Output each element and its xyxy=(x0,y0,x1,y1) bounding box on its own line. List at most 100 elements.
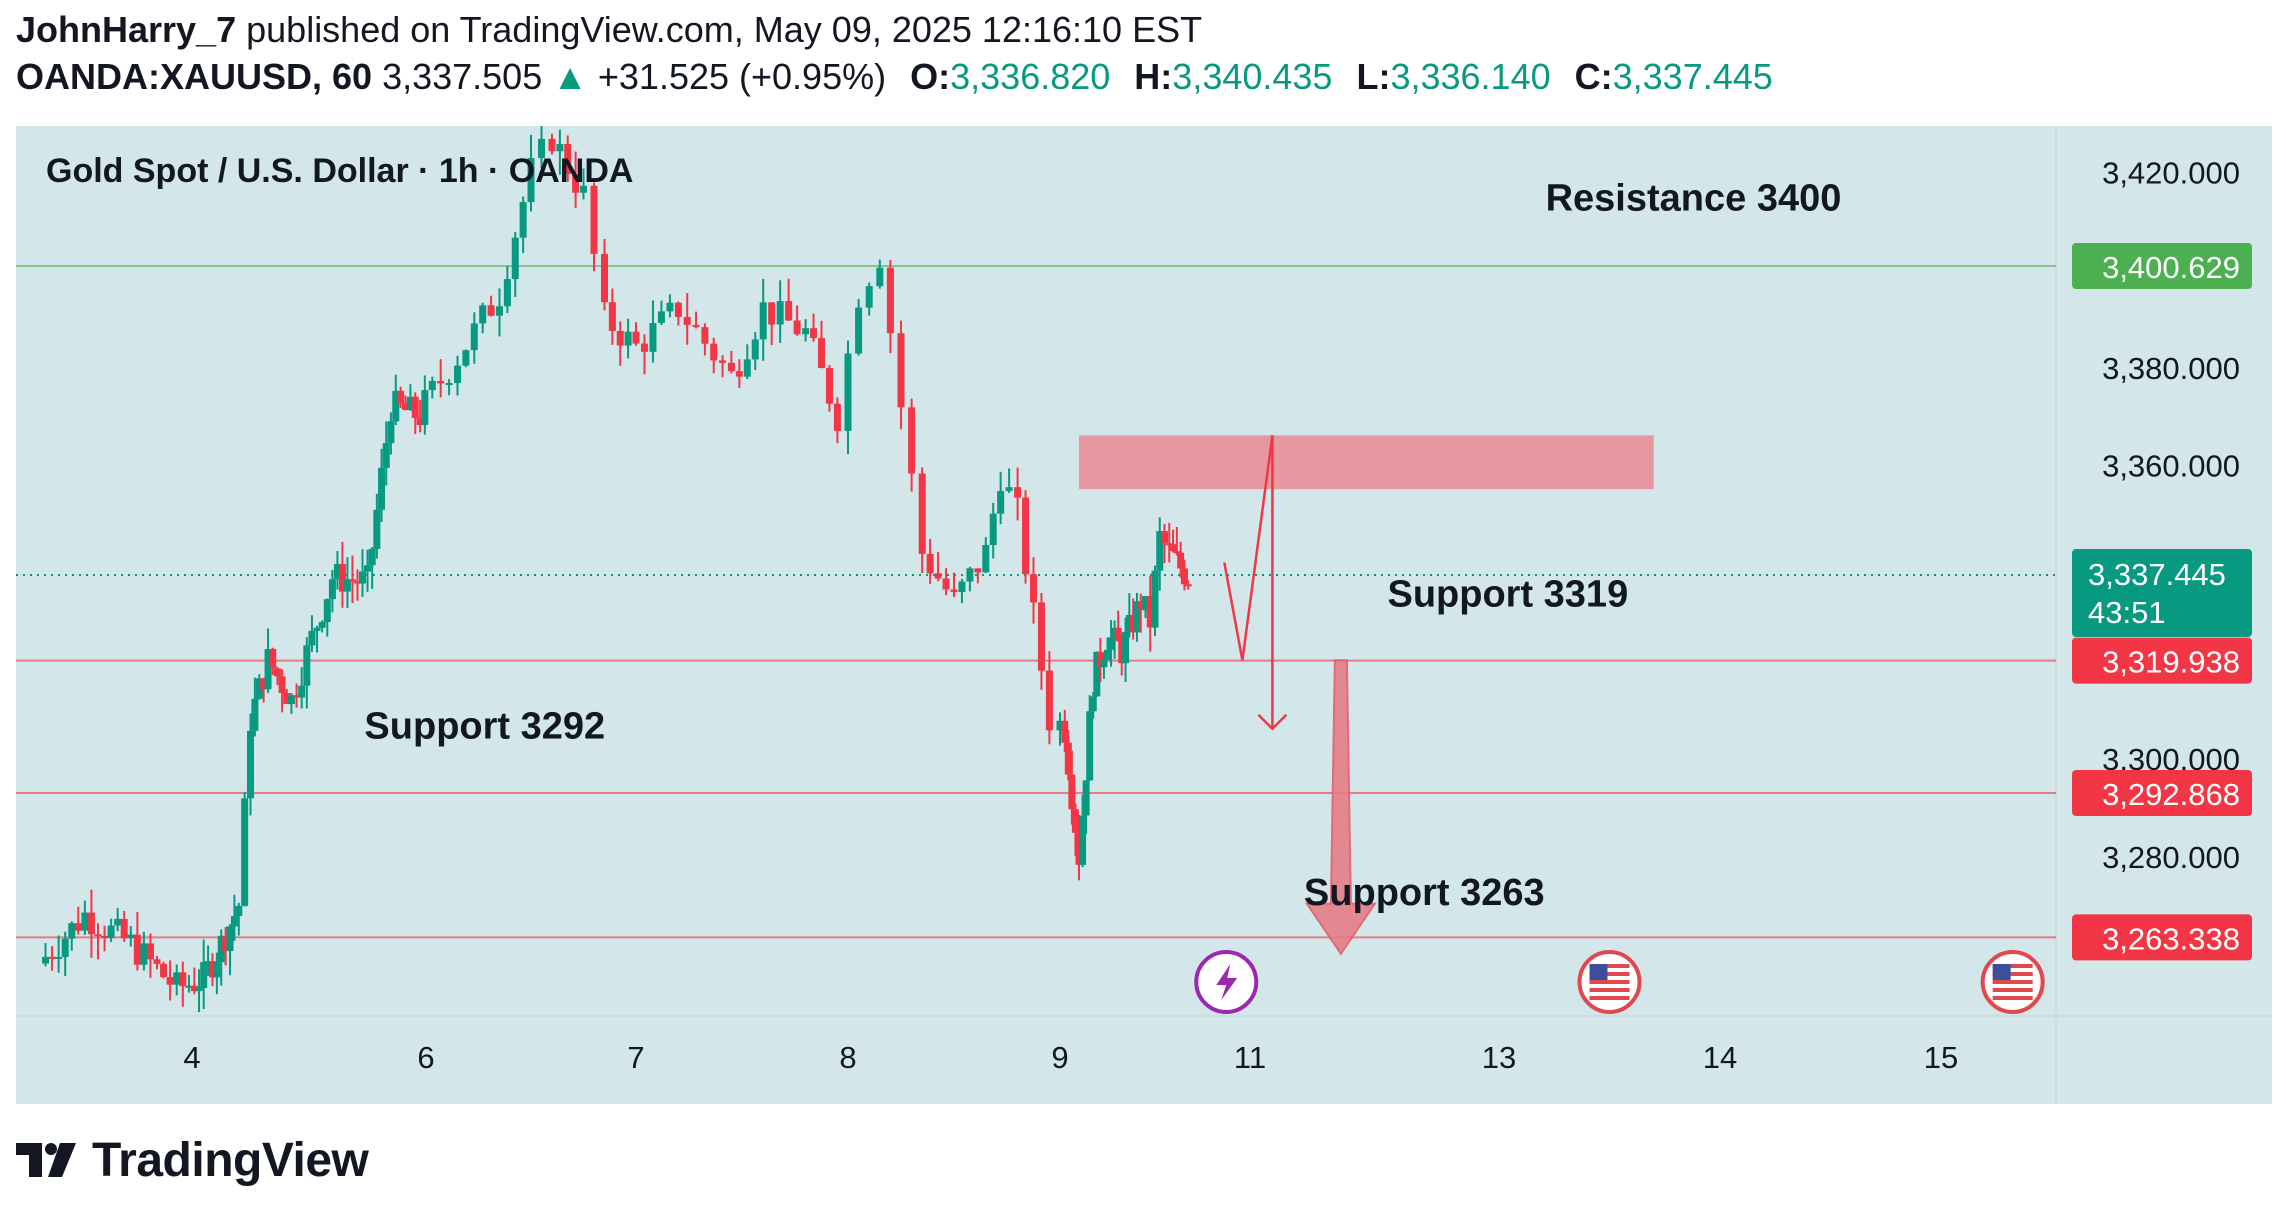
candle-down xyxy=(616,330,624,346)
candle-down xyxy=(548,138,556,152)
candle-up xyxy=(1151,570,1159,628)
candle-up xyxy=(298,685,306,698)
price-badge-label: 3,400.629 xyxy=(2102,250,2240,285)
candle-down xyxy=(283,693,291,705)
y-tick-label: 3,280.000 xyxy=(2102,840,2240,875)
x-tick-label: 4 xyxy=(183,1040,200,1075)
candle-down xyxy=(338,563,346,592)
candle-down xyxy=(48,956,56,959)
candle-down xyxy=(1030,574,1037,603)
chart-area[interactable]: Gold Spot / U.S. Dollar · 1h · OANDA Resi… xyxy=(16,126,2272,1104)
flag-stripe xyxy=(1589,972,1630,976)
candle-up xyxy=(200,962,208,989)
current-price-badge[interactable] xyxy=(2072,548,2252,637)
candle-up xyxy=(373,509,381,549)
candle-down xyxy=(926,553,934,574)
candle-down xyxy=(416,417,424,425)
candle-up xyxy=(454,365,461,384)
candle-up xyxy=(462,350,470,366)
tradingview-logo-icon[interactable] xyxy=(16,1141,80,1179)
support-price-badge[interactable] xyxy=(2072,770,2252,816)
current-price-label: 3,337.445 xyxy=(2088,557,2226,592)
candle-down xyxy=(833,403,841,431)
candle-up xyxy=(287,695,295,705)
candle-down xyxy=(683,316,691,325)
flag-stripe xyxy=(1589,988,1630,992)
candle-down xyxy=(1146,596,1154,628)
candle-up xyxy=(213,962,221,978)
forecast-arrow[interactable] xyxy=(1304,659,1377,956)
candle-up xyxy=(445,383,453,386)
candle-down xyxy=(1129,614,1137,633)
chart-title: Gold Spot / U.S. Dollar · 1h · OANDA xyxy=(46,152,633,190)
candle-up xyxy=(519,202,527,238)
brand-name[interactable]: TradingView xyxy=(92,1133,369,1187)
candle-up xyxy=(406,396,414,410)
candle-down xyxy=(735,371,743,377)
candle-down xyxy=(727,362,735,372)
candle-up xyxy=(503,279,511,307)
projection-path[interactable] xyxy=(1223,435,1274,661)
symbol-name[interactable]: OANDA:XAUUSD, 60 xyxy=(16,56,373,97)
candle-down xyxy=(87,912,95,935)
candle-up xyxy=(776,301,784,325)
projection-arrowhead xyxy=(1257,713,1288,731)
price-badge-label: 3,292.868 xyxy=(2102,777,2240,812)
resistance-zone[interactable] xyxy=(1079,435,1654,490)
candle-up xyxy=(303,645,311,686)
x-tick-label: 9 xyxy=(1051,1040,1068,1075)
candle-down xyxy=(273,668,281,677)
candle-down xyxy=(278,676,286,694)
support-price-badge[interactable] xyxy=(2072,914,2252,961)
level-label: Support 3292 xyxy=(364,706,605,748)
candle-up xyxy=(1133,601,1141,633)
candle-up xyxy=(666,302,674,312)
candle-up xyxy=(844,353,852,431)
candle-down xyxy=(487,305,495,316)
candle-down xyxy=(640,343,648,352)
author-name[interactable]: JohnHarry_7 xyxy=(16,9,237,50)
candle-up xyxy=(226,926,234,952)
candle-up xyxy=(1079,815,1087,865)
candle-up xyxy=(378,467,386,510)
candle-down xyxy=(632,331,640,344)
x-tick-label: 11 xyxy=(1234,1040,1266,1075)
candle-up xyxy=(538,138,545,159)
candle-down xyxy=(1096,651,1104,668)
candle-up xyxy=(1142,596,1149,611)
candle-down xyxy=(942,578,950,590)
candle-down xyxy=(793,320,801,335)
resistance-price-badge[interactable] xyxy=(2072,243,2252,289)
candle-up xyxy=(580,185,587,193)
close-value: 3,337.445 xyxy=(1612,56,1773,97)
candle-down xyxy=(94,934,102,937)
candle-up xyxy=(61,938,69,957)
candle-down xyxy=(950,589,958,593)
candle-up xyxy=(1111,627,1119,638)
candle-down xyxy=(590,185,598,254)
candle-up xyxy=(649,322,657,352)
candle-down xyxy=(1173,551,1181,554)
candle-up xyxy=(855,307,863,354)
candle-up xyxy=(382,443,390,468)
candle-up xyxy=(195,988,203,992)
price-badge-label: 3,263.338 xyxy=(2102,921,2240,956)
candle-up xyxy=(982,545,990,573)
high-value: 3,340.435 xyxy=(1172,56,1333,97)
candle-up xyxy=(958,581,966,593)
candle-up xyxy=(1104,649,1111,660)
candle-up xyxy=(323,599,331,623)
candle-up xyxy=(343,579,351,592)
candle-up xyxy=(428,381,436,391)
price-chart[interactable]: Gold Spot / U.S. Dollar · 1h · OANDA Resi… xyxy=(16,126,2272,1104)
candle-down xyxy=(353,581,361,584)
support-price-badge[interactable] xyxy=(2072,637,2252,684)
flag-stripe xyxy=(1992,996,2033,1000)
level-label: Resistance 3400 xyxy=(1546,177,1842,219)
flag-stripe xyxy=(1589,996,1630,1000)
last-price: 3,337.505 xyxy=(382,56,543,97)
candle-up xyxy=(1093,651,1101,697)
price-change: +31.525 (+0.95%) xyxy=(597,56,887,97)
low-label: L: xyxy=(1356,56,1391,97)
candle-up xyxy=(1100,659,1108,668)
